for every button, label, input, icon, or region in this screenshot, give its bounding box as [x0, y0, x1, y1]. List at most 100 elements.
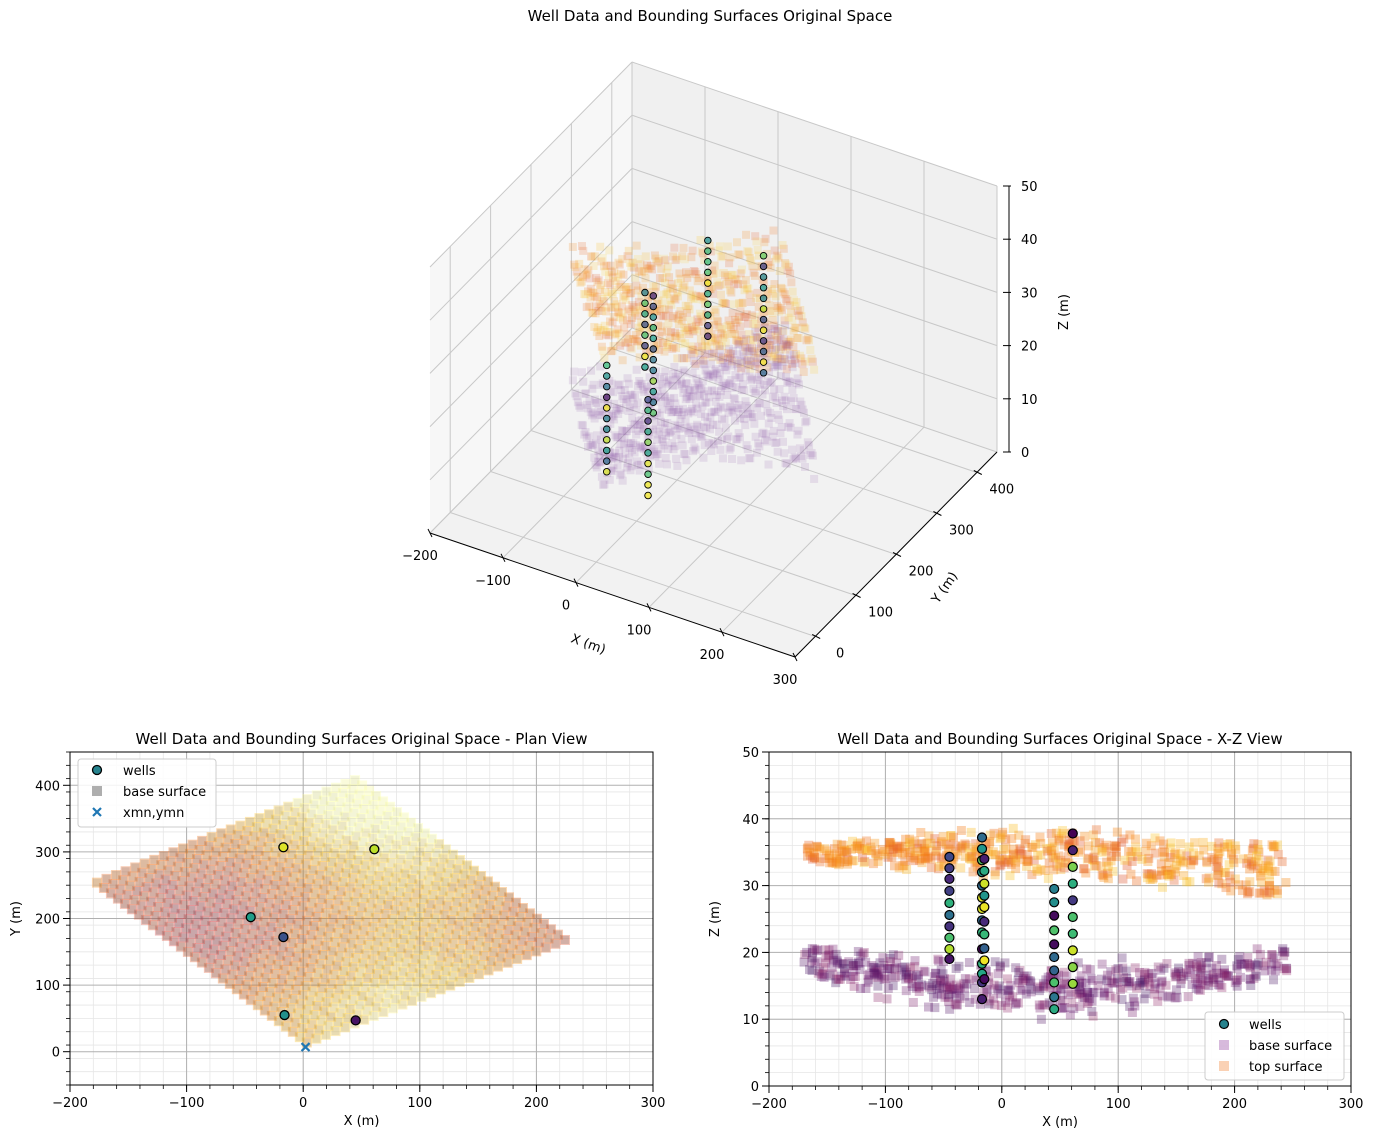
base-surface-point — [743, 445, 752, 454]
top-surface-point — [779, 288, 788, 297]
base-surface-point — [752, 332, 761, 341]
base-surface-point — [1193, 952, 1203, 962]
base-surface-cell — [289, 906, 298, 915]
base-surface-point — [727, 376, 736, 385]
base-surface-point — [756, 411, 765, 420]
top-surface-point — [1036, 850, 1046, 860]
base-surface-point — [714, 375, 723, 384]
surface-cell — [487, 890, 498, 901]
base-surface-point — [784, 377, 793, 386]
top-surface-point — [791, 349, 800, 358]
base-surface-cell — [254, 879, 263, 888]
top-surface-point — [750, 312, 759, 321]
base-surface-cell — [383, 811, 392, 820]
base-surface-cell — [289, 873, 298, 882]
surface-cell — [373, 992, 384, 1003]
base-surface-point — [936, 978, 946, 988]
top-surface-point — [1043, 873, 1053, 883]
base-surface-cell — [471, 922, 480, 931]
base-surface-point — [686, 407, 695, 416]
top-surface-point — [636, 260, 645, 269]
base-surface-cell — [515, 945, 524, 954]
top-surface-point — [861, 836, 871, 846]
top-surface-point — [1125, 830, 1135, 840]
top-surface-point — [738, 298, 747, 307]
surface-cell — [236, 876, 247, 887]
surface-cell — [421, 973, 432, 984]
surface-cell — [341, 956, 352, 967]
surface-cell — [292, 830, 303, 841]
base-surface-point — [644, 465, 653, 474]
top-surface-point — [1102, 868, 1112, 878]
well-sample-marker — [644, 470, 652, 478]
base-surface-cell — [338, 821, 347, 830]
base-surface-cell — [477, 961, 486, 970]
top-surface-point — [832, 839, 842, 849]
top-surface-point — [726, 349, 735, 358]
base-surface-cell — [185, 882, 194, 891]
surface-cell — [432, 904, 443, 915]
surface-cell — [316, 1015, 327, 1026]
base-surface-point — [1140, 975, 1150, 985]
top-surface-point — [633, 286, 642, 295]
base-surface-cell — [300, 1014, 309, 1023]
base-surface-point — [1074, 985, 1084, 995]
base-surface-point — [945, 982, 955, 992]
base-surface-point — [777, 396, 786, 405]
base-surface-cell — [518, 904, 527, 913]
top-surface-point — [842, 848, 852, 858]
base-surface-cell — [292, 985, 301, 994]
base-surface-point — [1250, 969, 1260, 979]
top-surface-point — [688, 323, 697, 332]
base-surface-cell — [425, 965, 434, 974]
base-surface-point — [620, 386, 629, 395]
surface-cell — [182, 946, 193, 957]
top-surface-point — [728, 271, 737, 280]
base-surface-point — [777, 423, 786, 432]
top-surface-point — [1213, 849, 1223, 859]
base-surface-cell — [432, 970, 441, 979]
base-surface-point — [1147, 968, 1157, 978]
surface-cell — [120, 866, 131, 877]
base-surface-point — [680, 368, 689, 377]
base-surface-cell — [408, 964, 417, 973]
surface-cell — [425, 899, 436, 910]
surface-cell — [162, 898, 173, 909]
surface-cell — [297, 901, 308, 912]
top-surface-point — [1263, 863, 1273, 873]
gridline — [429, 168, 633, 374]
base-surface-point — [805, 965, 815, 975]
surface-cell — [231, 984, 242, 995]
base-surface-cell — [308, 898, 317, 907]
base-surface-point — [742, 401, 751, 410]
base-surface-point — [970, 994, 980, 1004]
base-surface-cell — [392, 929, 401, 938]
base-surface-cell — [285, 980, 294, 989]
surface-cell — [409, 864, 420, 875]
surface-cell — [517, 935, 528, 946]
top-surface-point — [779, 244, 788, 253]
base-surface-point — [659, 437, 668, 446]
top-surface-point — [674, 279, 683, 288]
base-surface-point — [834, 974, 844, 984]
base-surface-cell — [242, 981, 251, 990]
top-surface-point — [1155, 836, 1165, 846]
x-tick-label: 200 — [1222, 1097, 1247, 1112]
top-surface-point — [1054, 835, 1064, 845]
base-surface-point — [1211, 960, 1221, 970]
z-tick-label: 20 — [1021, 340, 1038, 355]
top-surface-point — [1101, 840, 1111, 850]
base-surface-cell — [456, 945, 465, 954]
base-surface-point — [777, 343, 786, 352]
top-surface-point — [708, 333, 717, 342]
top-surface-point — [1157, 866, 1167, 876]
top-surface-point — [815, 857, 825, 867]
base-surface-cell — [318, 951, 327, 960]
base-surface-point — [663, 399, 672, 408]
base-surface-cell — [302, 827, 311, 836]
base-surface-point — [1204, 981, 1214, 991]
base-surface-point — [1163, 992, 1173, 1002]
surface-cell — [328, 791, 339, 802]
y-tick-label: 200 — [909, 565, 934, 580]
top-surface-point — [804, 847, 814, 857]
